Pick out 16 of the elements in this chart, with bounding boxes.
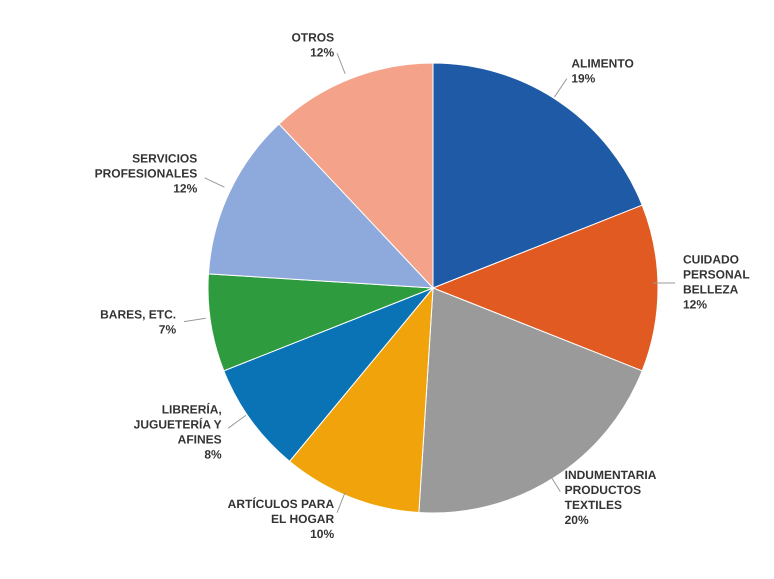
- slice-label: CUIDADO PERSONAL BELLEZA: [683, 252, 750, 297]
- slice-label: INDUMENTARIA PRODUCTOS TEXTILES: [564, 468, 657, 512]
- data-label: 12%: [173, 182, 198, 196]
- slice-label: BARES, ETC.: [100, 308, 176, 322]
- data-label: 10%: [310, 527, 334, 542]
- slice-label: LIBRERÍA, JUGUETERÍA Y AFINES: [134, 402, 222, 447]
- slice-label: ARTÍCULOS PARA EL HOGAR: [228, 497, 334, 526]
- slice-label: ALIMENTO: [571, 56, 634, 71]
- data-label: 20%: [564, 512, 589, 527]
- slice-label: SERVICIOS PROFESIONALES: [94, 152, 198, 181]
- data-label: 7%: [158, 322, 176, 337]
- data-label: 12%: [683, 298, 708, 312]
- data-label: 12%: [310, 46, 334, 60]
- data-label: 8%: [204, 448, 222, 462]
- slice-label: OTROS: [291, 30, 334, 45]
- data-label: 19%: [571, 72, 596, 86]
